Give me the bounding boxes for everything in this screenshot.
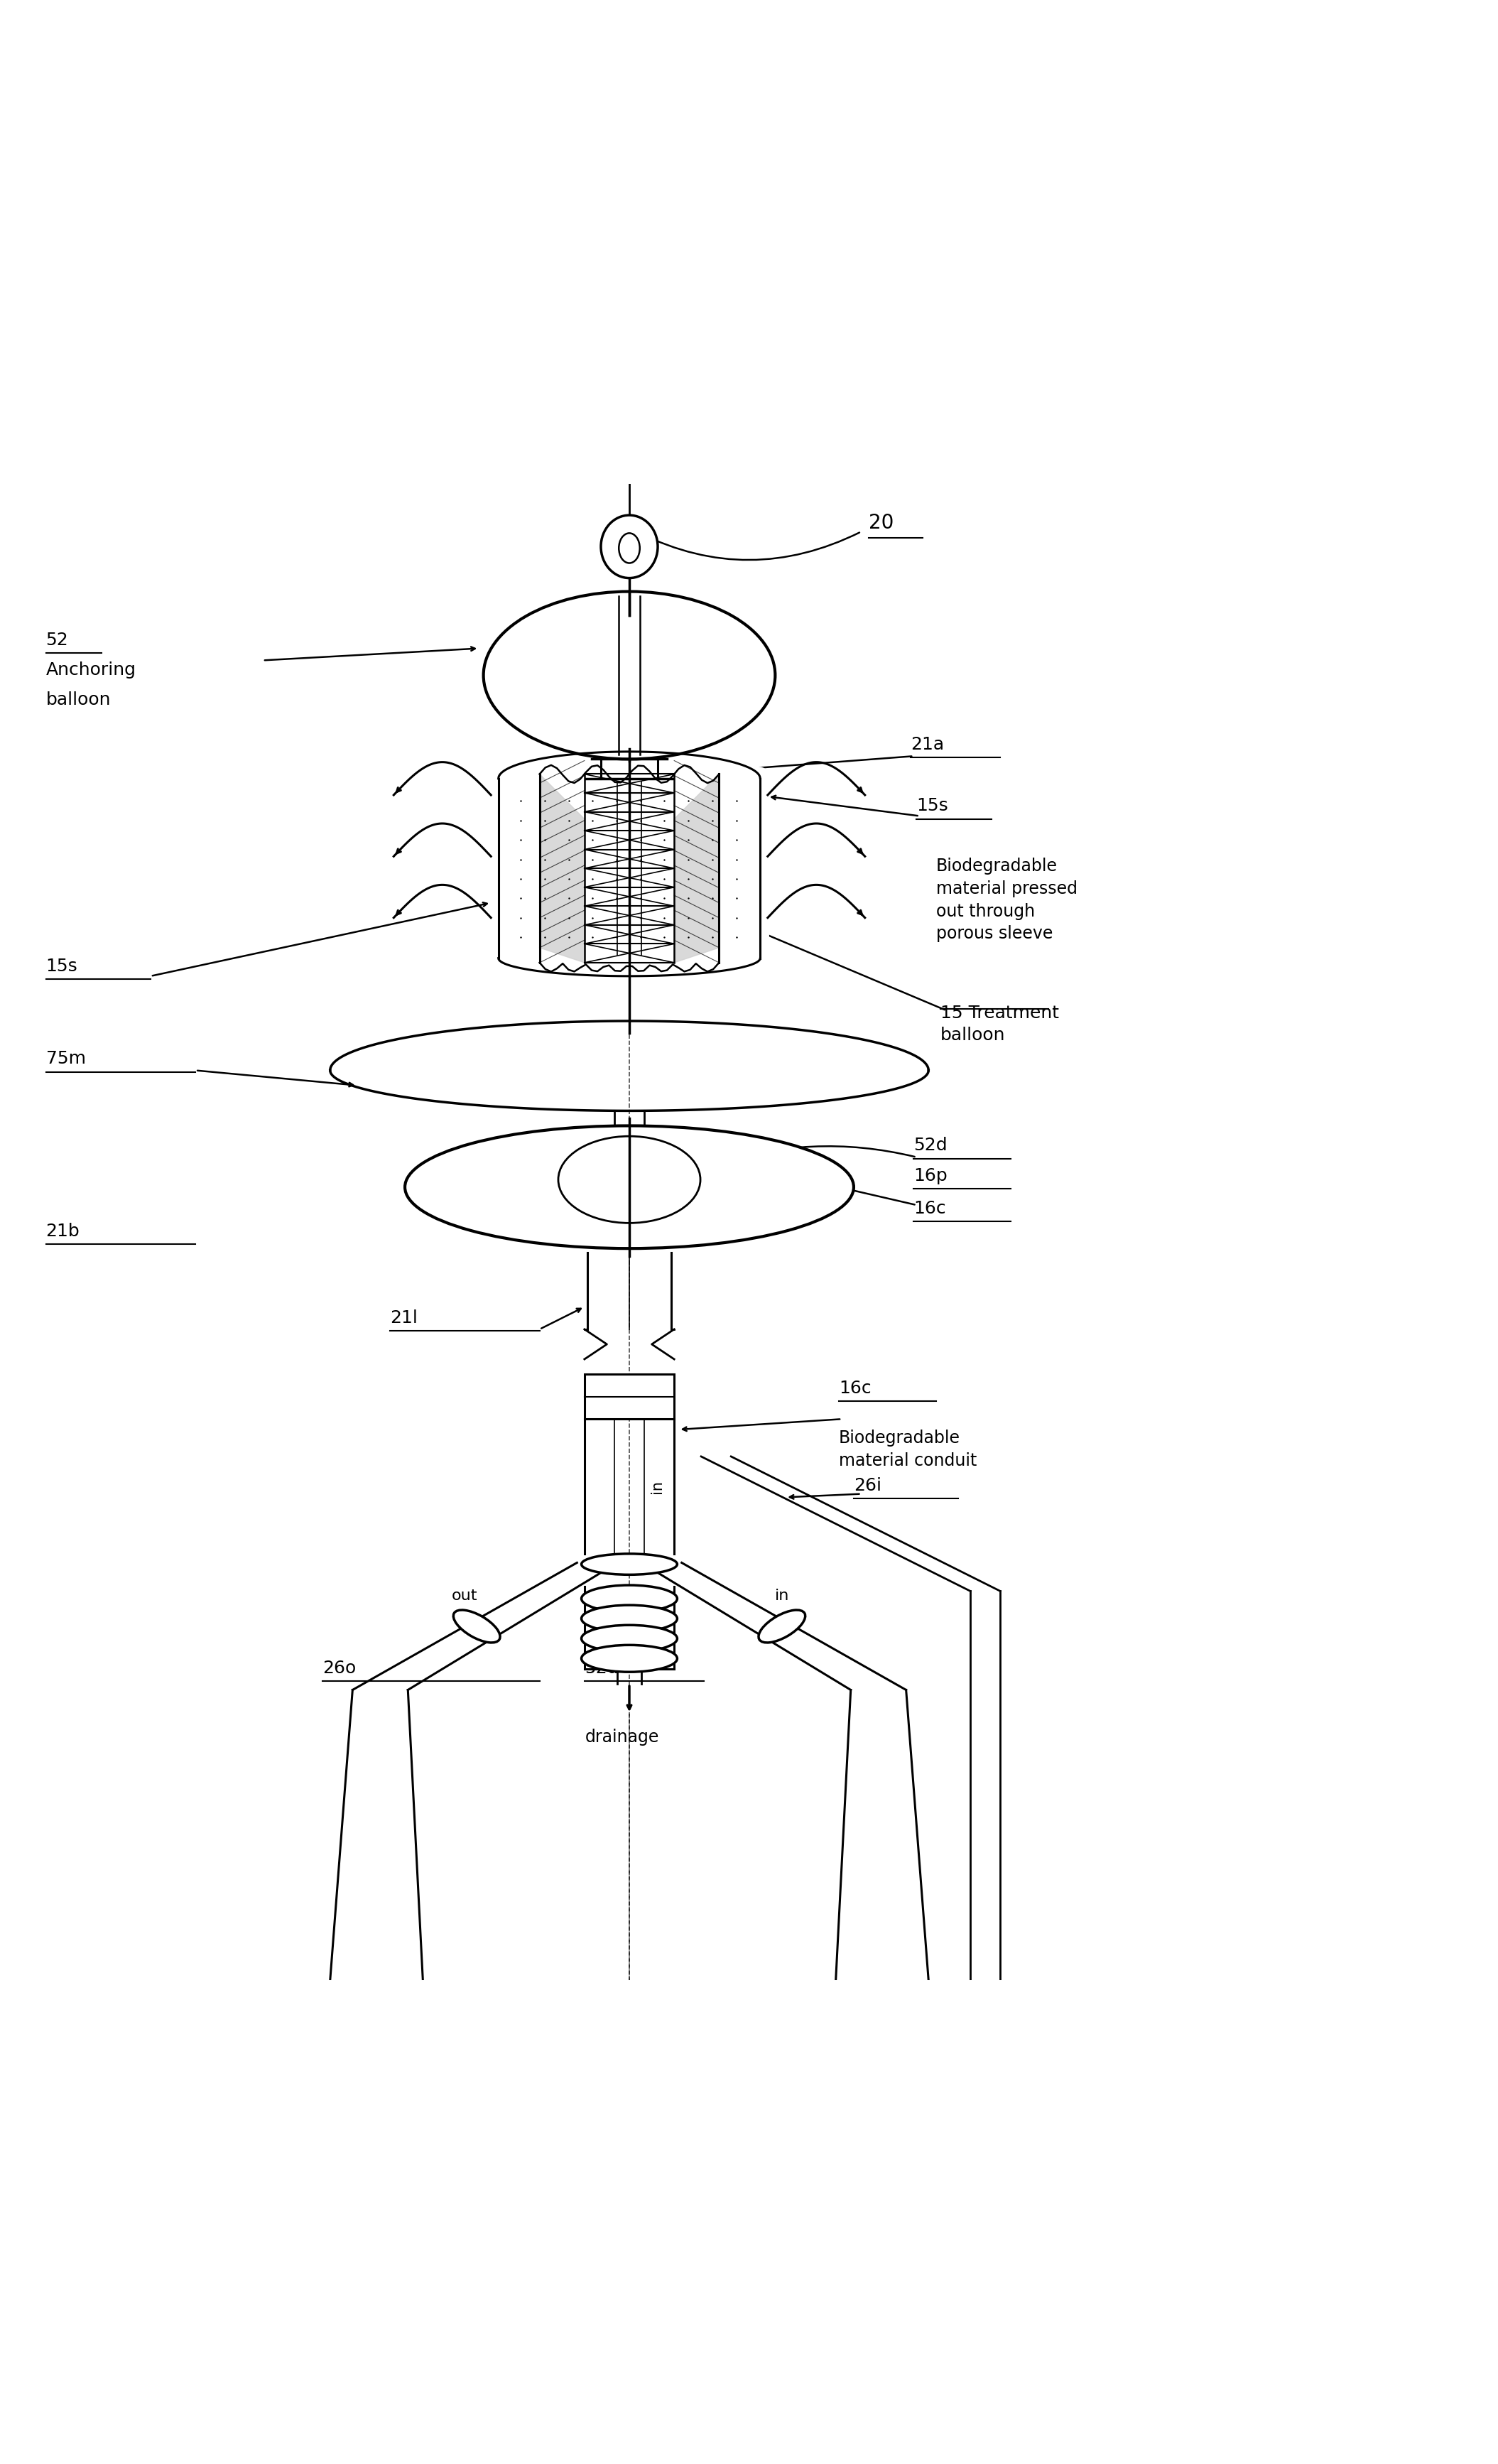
Text: 52: 52 <box>46 631 69 648</box>
Text: balloon: balloon <box>46 692 111 707</box>
Text: 26o: 26o <box>322 1658 357 1676</box>
Ellipse shape <box>758 1609 806 1643</box>
Ellipse shape <box>601 515 658 579</box>
Text: drainage: drainage <box>584 1730 659 1747</box>
Text: out: out <box>452 1589 478 1604</box>
Bar <box>584 1375 674 1419</box>
Polygon shape <box>674 774 719 963</box>
Polygon shape <box>539 774 584 963</box>
Ellipse shape <box>581 1604 677 1631</box>
Text: 21l: 21l <box>389 1308 418 1326</box>
Ellipse shape <box>581 1584 677 1611</box>
Ellipse shape <box>581 1555 677 1574</box>
Text: 26i: 26i <box>854 1476 881 1493</box>
Text: in: in <box>774 1589 789 1604</box>
Text: Biodegradable
material conduit: Biodegradable material conduit <box>839 1429 977 1469</box>
Text: 16p: 16p <box>914 1168 947 1185</box>
Ellipse shape <box>559 1136 701 1222</box>
Text: 16c: 16c <box>914 1200 945 1217</box>
Text: 52d: 52d <box>584 1658 619 1676</box>
Text: 21a: 21a <box>911 737 944 754</box>
Ellipse shape <box>404 1126 854 1249</box>
Text: 75m: 75m <box>46 1050 85 1067</box>
FancyBboxPatch shape <box>490 766 768 971</box>
Ellipse shape <box>581 1646 677 1673</box>
Ellipse shape <box>581 1626 677 1651</box>
Text: in: in <box>650 1481 665 1493</box>
Text: 52d: 52d <box>914 1136 947 1153</box>
Text: Biodegradable
material pressed
out through
porous sleeve: Biodegradable material pressed out throu… <box>936 857 1077 941</box>
Text: Anchoring: Anchoring <box>46 660 136 678</box>
Ellipse shape <box>484 591 774 759</box>
Text: 20: 20 <box>869 513 894 532</box>
Text: 15s: 15s <box>917 798 948 816</box>
Text: 15 Treatment
balloon: 15 Treatment balloon <box>941 1005 1059 1045</box>
Ellipse shape <box>454 1609 500 1643</box>
Text: 16c: 16c <box>839 1380 872 1397</box>
Text: 21b: 21b <box>46 1222 79 1239</box>
Ellipse shape <box>619 532 640 564</box>
Text: 15s: 15s <box>46 958 78 976</box>
